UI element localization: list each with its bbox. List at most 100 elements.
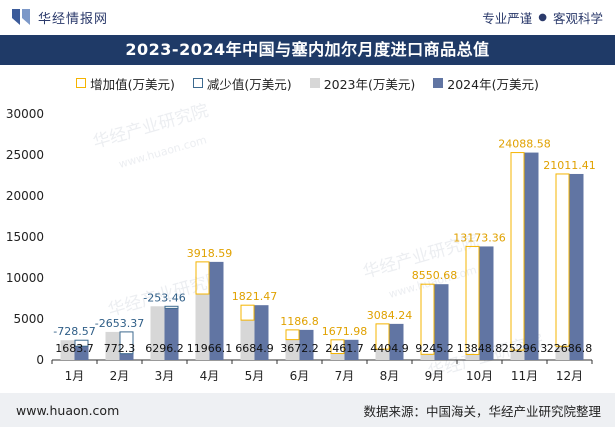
bar-2024 <box>389 323 404 360</box>
value-label-2024: 2461.7 <box>325 342 364 355</box>
bar-2023 <box>150 306 165 360</box>
x-tick-label: 12月 <box>556 369 583 383</box>
y-tick-label: 20000 <box>6 189 44 203</box>
value-label-2024: 3672.2 <box>280 342 319 355</box>
value-label-2024: 25296.3 <box>502 342 548 355</box>
y-tick-label: 30000 <box>6 107 44 121</box>
legend-label-increase: 增加值(万美元) <box>90 76 175 92</box>
chart-title: 2023-2024年中国与塞内加尔月度进口商品总值 <box>0 35 615 65</box>
axes: 0 5000 10000 15000 20000 25000 30000 1月 2月 3月 4月 5月… <box>6 107 593 383</box>
increase-box <box>510 152 525 351</box>
tag-separator: ● <box>538 11 547 23</box>
increase-box <box>420 283 435 355</box>
decrease-box <box>164 305 179 309</box>
legend-label-2023: 2023年(万美元) <box>323 76 416 92</box>
bar-2023 <box>555 346 570 360</box>
top-bar: 华经情报网 专业严谨 ● 客观科学 <box>0 0 615 34</box>
change-label: 1671.98 <box>322 325 368 338</box>
brand[interactable]: 华经情报网 <box>10 6 108 28</box>
x-tick-label: 6月 <box>290 369 310 383</box>
change-label: 3918.59 <box>187 247 233 260</box>
brand-name: 华经情报网 <box>38 11 109 27</box>
bar-2024 <box>344 339 359 360</box>
bar-2023 <box>285 339 300 360</box>
increase-box <box>240 304 255 321</box>
legend-item-decrease: 减少值(万美元) <box>192 74 292 93</box>
increase-box <box>285 329 300 341</box>
y-tick-label: 25000 <box>6 148 44 162</box>
value-label-2024: 772.3 <box>104 342 136 355</box>
x-tick-label: 11月 <box>511 369 538 383</box>
bar-2023 <box>105 331 120 360</box>
value-label-2024: 6684.9 <box>235 342 274 355</box>
legend-label-decrease: 减少值(万美元) <box>206 76 292 92</box>
increase-box <box>375 323 390 350</box>
bars <box>60 152 584 360</box>
footer: www.huaon.com 数据来源：中国海关，华经产业研究院整理 <box>0 393 615 427</box>
legend-item-2023: 2023年(万美元) <box>309 74 416 93</box>
bar-2023 <box>330 353 345 360</box>
x-tick-label: 4月 <box>200 369 220 383</box>
change-label: -253.46 <box>143 291 185 304</box>
legend-swatch-2023 <box>309 78 320 88</box>
value-label-2024: 1683.7 <box>55 342 94 355</box>
legend-swatch-increase <box>76 78 87 88</box>
legend-swatch-2024 <box>433 78 444 88</box>
tagline: 专业严谨 ● 客观科学 <box>482 8 603 27</box>
y-tick-label: 15000 <box>6 230 44 244</box>
value-label-2024: 6296.2 <box>145 342 184 355</box>
chart-plot: 华经产业研究院 www.huaon.com 华经产业研究院 www.huaon.… <box>6 101 596 383</box>
change-label: 1821.47 <box>232 290 278 303</box>
x-tick-label: 9月 <box>425 369 445 383</box>
footer-url[interactable]: www.huaon.com <box>16 402 120 418</box>
bar-2023 <box>60 340 75 360</box>
bar-2023 <box>510 350 525 360</box>
legend-swatch-decrease <box>192 78 203 88</box>
bar-2024 <box>479 246 494 360</box>
bar-2023 <box>465 354 480 360</box>
value-label-2024: 22686.8 <box>547 342 593 355</box>
brand-logo-icon <box>12 9 30 25</box>
bar-2024 <box>209 261 224 360</box>
decrease-box <box>74 339 89 347</box>
bar-2024 <box>524 152 539 360</box>
value-label-2024: 11966.1 <box>187 342 233 355</box>
bar-2024 <box>434 284 449 360</box>
x-tick-label: 2月 <box>110 369 130 383</box>
increase-box <box>555 173 570 347</box>
y-tick-label: 0 <box>36 353 44 367</box>
bar-2024 <box>74 346 89 360</box>
increase-box <box>195 261 210 295</box>
increase-box <box>465 245 480 355</box>
data-labels: -728.57 1683.7-2653.37 772.3 -253.46 6296.2 3… <box>53 138 595 355</box>
x-tick-label: 3月 <box>155 369 175 383</box>
change-label: -728.57 <box>53 325 95 338</box>
y-tick-label: 10000 <box>6 271 44 285</box>
tag-left: 专业严谨 <box>482 10 533 26</box>
bar-2024 <box>254 305 269 360</box>
bar-2024 <box>299 329 314 360</box>
value-label-2024: 9245.2 <box>415 342 454 355</box>
value-label-2024: 13848.8 <box>457 342 503 355</box>
x-tick-label: 10月 <box>466 369 493 383</box>
change-label: 13173.36 <box>453 231 506 244</box>
legend-label-2024: 2024年(万美元) <box>447 76 539 92</box>
tag-right: 客观科学 <box>552 10 603 26</box>
bar-2023 <box>240 320 255 360</box>
value-label-2024: 4404.9 <box>370 342 409 355</box>
bar-2023 <box>195 294 210 360</box>
decrease-box <box>119 331 134 355</box>
x-tick-label: 8月 <box>380 369 400 383</box>
bar-2024 <box>164 308 179 360</box>
change-label: 24088.58 <box>498 138 551 151</box>
legend-item-2024: 2024年(万美元) <box>433 74 539 93</box>
x-tick-label: 5月 <box>245 369 265 383</box>
chart-legend: 增加值(万美元) 减少值(万美元) 2023年(万美元) 2024年(万美元) <box>0 72 615 94</box>
change-label: -2653.37 <box>95 317 144 330</box>
increase-box <box>330 339 345 355</box>
change-label: 1186.8 <box>280 315 319 328</box>
legend-item-increase: 增加值(万美元) <box>76 74 175 93</box>
bar-2024 <box>119 353 134 360</box>
x-tick-label: 7月 <box>335 369 355 383</box>
